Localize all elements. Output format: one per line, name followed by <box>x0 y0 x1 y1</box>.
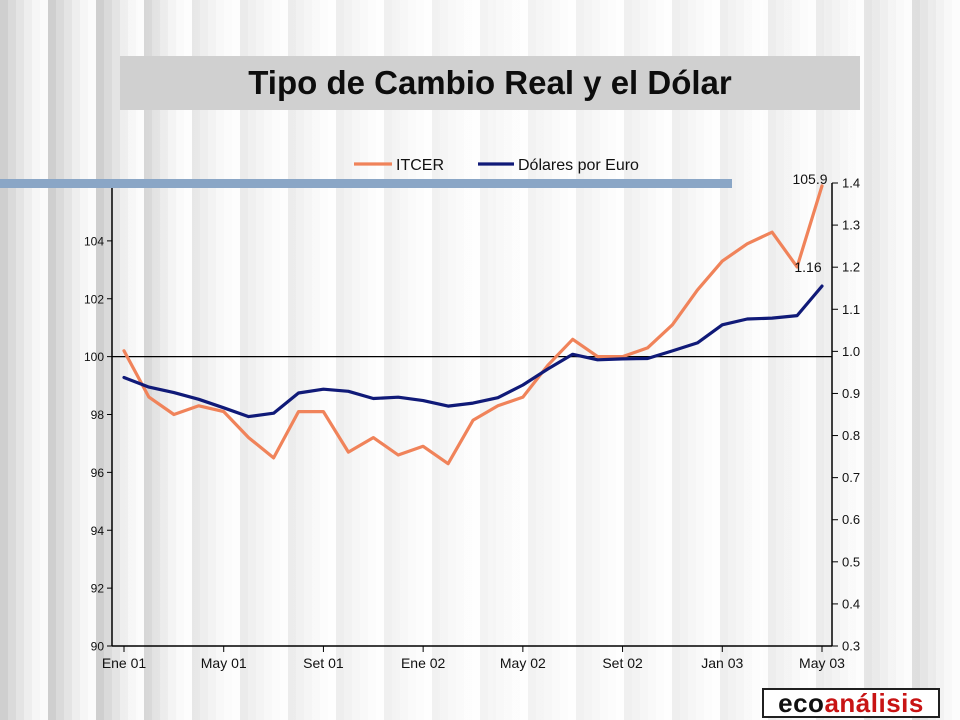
left-y-tick-label: 102 <box>84 292 104 306</box>
right-y-tick-label: 0.3 <box>842 639 860 654</box>
series-line-usd-eur <box>122 284 824 419</box>
left-y-tick-label: 100 <box>84 350 104 364</box>
right-y-tick-label: 0.8 <box>842 428 860 443</box>
decorative-bar <box>0 179 732 188</box>
x-tick-label: Jan 03 <box>701 655 743 671</box>
right-y-tick-label: 1.3 <box>842 218 860 233</box>
right-y-tick-label: 0.6 <box>842 512 860 527</box>
right-y-tick-label: 1.1 <box>842 302 860 317</box>
legend-label-itcer: ITCER <box>396 157 444 174</box>
x-tick-label: Set 02 <box>602 655 643 671</box>
x-tick-label: May 03 <box>799 655 845 671</box>
itcer-end-label: 105.9 <box>792 171 827 187</box>
right-y-tick-label: 0.9 <box>842 386 860 401</box>
left-y-tick-label: 90 <box>91 640 105 654</box>
right-y-tick-label: 0.5 <box>842 554 860 569</box>
left-y-tick-label: 96 <box>91 466 105 480</box>
title-banner: Tipo de Cambio Real y el Dólar <box>120 56 860 110</box>
ecoanalisis-logo: ecoanálisis <box>762 688 940 718</box>
left-y-tick-label: 94 <box>91 524 105 538</box>
x-tick-label: Ene 01 <box>102 655 147 671</box>
left-y-tick-label: 104 <box>84 234 104 248</box>
right-y-tick-label: 1.2 <box>842 260 860 275</box>
x-tick-label: Set 01 <box>303 655 344 671</box>
x-tick-label: May 01 <box>201 655 247 671</box>
right-y-tick-label: 0.4 <box>842 596 860 611</box>
left-y-tick-label: 92 <box>91 582 105 596</box>
left-y-tick-label: 98 <box>91 408 105 422</box>
page-title: Tipo de Cambio Real y el Dólar <box>248 64 732 101</box>
right-y-tick-label: 1.0 <box>842 344 860 359</box>
usd-eur-end-label: 1.16 <box>794 259 821 275</box>
x-tick-label: Ene 02 <box>401 655 446 671</box>
right-y-tick-label: 0.7 <box>842 470 860 485</box>
series-line-itcer <box>122 184 824 466</box>
logo-text-eco: eco <box>778 688 825 718</box>
logo-text-analisis: análisis <box>824 688 924 718</box>
right-y-tick-label: 1.4 <box>842 176 860 191</box>
x-tick-label: May 02 <box>500 655 546 671</box>
legend-label-usd-eur: Dólares por Euro <box>518 157 639 174</box>
